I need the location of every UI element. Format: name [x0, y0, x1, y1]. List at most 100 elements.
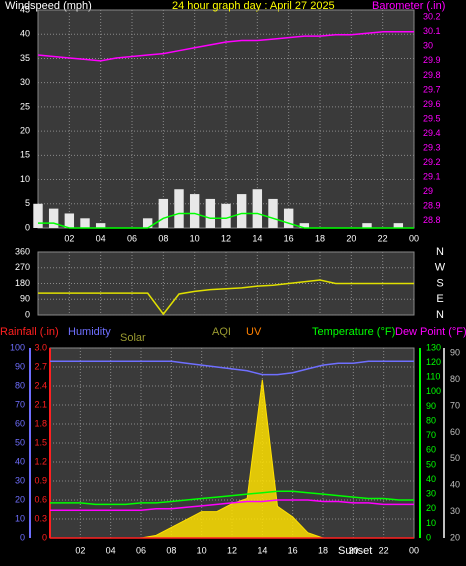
gust-bar — [142, 218, 153, 228]
y-tick-label: 1.8 — [34, 418, 47, 428]
y-tick-label: 29.5 — [423, 113, 441, 123]
line — [50, 490, 414, 506]
header-label: Sunset — [338, 545, 372, 557]
gust-bar — [252, 189, 263, 228]
y-tick-label: 100 — [10, 342, 25, 352]
y-tick-label: 0 — [25, 309, 30, 319]
y-tick-label: 50 — [15, 437, 25, 447]
x-tick-label: 02 — [64, 233, 74, 243]
y-tick-label: 90 — [450, 348, 460, 358]
y-tick-label: 10 — [20, 174, 30, 184]
header-label: UV — [246, 326, 262, 338]
y-tick-label: 30.1 — [423, 26, 441, 36]
line — [50, 499, 414, 511]
y-tick-label: 130 — [426, 342, 441, 352]
y-tick-label: 3.0 — [34, 342, 47, 352]
y-tick-label: 2.4 — [34, 380, 47, 390]
gust-bar — [174, 189, 184, 228]
x-tick-label: 12 — [227, 545, 237, 555]
y-tick-label: 30 — [450, 506, 460, 516]
y-tick-label: E — [436, 293, 443, 305]
y-tick-label: 120 — [426, 357, 441, 367]
y-tick-label: 360 — [15, 246, 30, 256]
y-tick-label: 30 — [20, 77, 30, 87]
x-tick-label: 08 — [166, 545, 176, 555]
y-tick-label: 0 — [20, 532, 25, 542]
y-tick-label: 29.6 — [423, 99, 441, 109]
y-tick-label: 60 — [426, 445, 436, 455]
y-tick-label: 40 — [15, 456, 25, 466]
x-tick-label: 14 — [257, 545, 267, 555]
y-tick-label: 35 — [20, 53, 30, 63]
header-label: Dew Point (°F) — [395, 326, 466, 338]
gust-bar — [33, 203, 43, 228]
y-tick-label: 28.8 — [423, 215, 441, 225]
header-label: Barometer (.in) — [372, 0, 445, 12]
y-tick-label: 80 — [15, 380, 25, 390]
y-tick-label: 20 — [15, 494, 25, 504]
gust-bar — [299, 223, 310, 228]
gust-bar — [236, 194, 247, 228]
gust-bar — [393, 223, 404, 228]
line — [50, 360, 414, 376]
header-label: Rainfall (.in) — [0, 326, 59, 338]
x-tick-label: 04 — [106, 545, 116, 555]
x-tick-label: 10 — [190, 233, 200, 243]
x-tick-label: 02 — [75, 545, 85, 555]
gust-bar — [189, 194, 200, 228]
y-tick-label: 29.1 — [423, 172, 441, 182]
y-tick-label: 270 — [15, 262, 30, 272]
y-tick-label: 29.3 — [423, 142, 441, 152]
y-tick-label: 0.9 — [34, 475, 47, 485]
y-tick-label: 80 — [450, 374, 460, 384]
y-tick-label: 0 — [42, 532, 47, 542]
line — [38, 212, 414, 229]
y-tick-label: 40 — [450, 480, 460, 490]
y-tick-label: 29.2 — [423, 157, 441, 167]
y-tick-label: 1.5 — [34, 437, 47, 447]
x-tick-label: 00 — [409, 233, 419, 243]
y-tick-label: 110 — [426, 372, 440, 382]
y-tick-label: 70 — [15, 399, 25, 409]
x-tick-label: 22 — [379, 545, 389, 555]
y-tick-label: 5 — [25, 198, 30, 208]
header-label: Solar — [120, 332, 146, 344]
line — [37, 31, 414, 62]
y-tick-label: 15 — [20, 150, 30, 160]
line — [38, 279, 414, 316]
gust-bar — [205, 198, 216, 228]
gust-bar — [268, 198, 278, 228]
y-tick-label: 100 — [426, 386, 441, 396]
x-tick-label: 18 — [315, 233, 325, 243]
y-tick-label: 90 — [426, 401, 436, 411]
y-tick-label: 0 — [426, 532, 431, 542]
y-tick-label: 40 — [426, 474, 436, 484]
y-tick-label: 29.7 — [423, 84, 441, 94]
x-tick-label: 04 — [96, 233, 106, 243]
y-tick-label: N — [436, 309, 444, 321]
y-tick-label: 29 — [423, 186, 433, 196]
y-tick-label: 70 — [450, 400, 460, 410]
gust-bar — [158, 198, 169, 228]
y-tick-label: 50 — [426, 459, 436, 469]
gust-bar — [95, 223, 106, 228]
x-tick-label: 20 — [346, 233, 356, 243]
y-tick-label: 40 — [20, 29, 30, 39]
gust-bar — [283, 208, 294, 228]
x-tick-label: 06 — [127, 233, 137, 243]
header-label: AQI — [212, 326, 231, 338]
y-tick-label: 60 — [15, 418, 25, 428]
y-tick-label: 10 — [15, 513, 25, 523]
y-tick-label: 29.9 — [423, 55, 441, 65]
y-tick-label: N — [436, 246, 444, 258]
gust-bar — [48, 208, 59, 228]
gust-bar — [362, 223, 372, 228]
y-tick-label: 45 — [20, 4, 30, 14]
x-tick-label: 22 — [378, 233, 388, 243]
y-tick-label: 20 — [450, 532, 460, 542]
x-tick-label: 08 — [158, 233, 168, 243]
y-tick-label: 25 — [20, 101, 30, 111]
x-tick-label: 14 — [252, 233, 262, 243]
header-label: Humidity — [68, 326, 111, 338]
